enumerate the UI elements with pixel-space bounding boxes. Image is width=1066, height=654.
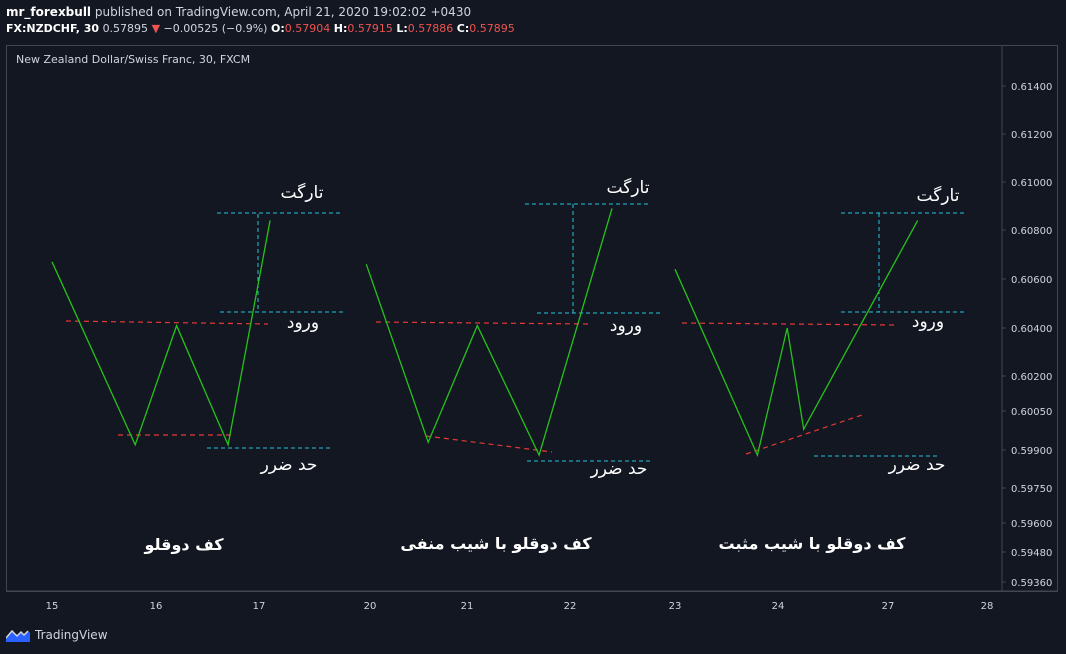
down-arrow-icon: ▼ xyxy=(151,22,161,35)
lows-trendline-dashed xyxy=(425,435,553,453)
price-tick-label: 0.59480 xyxy=(1011,548,1052,559)
high-value: 0.57915 xyxy=(347,22,393,35)
footer-brand[interactable]: TradingView xyxy=(35,628,108,642)
publish-info: mr_forexbull published on TradingView.co… xyxy=(6,3,1060,21)
price-tick-label: 0.59750 xyxy=(1011,484,1052,495)
time-tick-label: 17 xyxy=(253,601,266,612)
entry-label: ورود xyxy=(610,316,642,336)
price-tick-label: 0.60200 xyxy=(1011,372,1052,383)
chart-header: mr_forexbull published on TradingView.co… xyxy=(6,3,1060,39)
time-tick-label: 24 xyxy=(772,601,785,612)
high-label: H: xyxy=(333,22,348,35)
pattern-name-label: کف دوقلو با شیب منفی xyxy=(400,534,592,553)
target-label: تارگت xyxy=(281,182,324,203)
chart-title: New Zealand Dollar/Swiss Franc, 30, FXCM xyxy=(16,53,251,66)
pattern-zigzag-line[interactable] xyxy=(51,220,271,448)
target-label: تارگت xyxy=(917,185,960,206)
time-tick-label: 16 xyxy=(150,601,163,612)
time-tick-label: 23 xyxy=(669,601,682,612)
neckline-dashed xyxy=(681,322,897,326)
tradingview-logo-icon[interactable] xyxy=(6,628,30,642)
time-tick-label: 21 xyxy=(461,601,474,612)
pattern-name-label: کف دوقلو xyxy=(143,535,224,554)
price-tick-label: 0.60600 xyxy=(1011,275,1052,286)
price-tick-label: 0.59600 xyxy=(1011,519,1052,530)
pattern-zigzag-line[interactable] xyxy=(674,220,919,458)
price-tick-label: 0.60800 xyxy=(1011,226,1052,237)
time-tick-label: 15 xyxy=(46,601,59,612)
time-tick-label: 20 xyxy=(364,601,377,612)
entry-label: ورود xyxy=(912,312,944,332)
low-value: 0.57886 xyxy=(407,22,454,35)
neckline-dashed xyxy=(375,321,591,325)
target-label: تارگت xyxy=(607,177,650,198)
price-tick-label: 0.61000 xyxy=(1011,178,1052,189)
price-tick-label: 0.61400 xyxy=(1011,82,1052,93)
time-tick-label: 28 xyxy=(981,601,994,612)
footer: TradingView xyxy=(6,624,108,646)
price-change: −0.00525 (−0.9%) xyxy=(163,22,268,35)
price-tick-label: 0.61200 xyxy=(1011,130,1052,141)
pattern-zigzag-line[interactable] xyxy=(365,208,613,457)
price-tick-label: 0.60050 xyxy=(1011,407,1052,418)
neckline-dashed xyxy=(65,320,269,325)
stop-loss-label: حد ضرر xyxy=(888,455,946,475)
price-tick-label: 0.59900 xyxy=(1011,446,1052,457)
price-tick-label: 0.60400 xyxy=(1011,324,1052,335)
open-label: O: xyxy=(270,22,285,35)
publish-text: published on TradingView.com, April 21, … xyxy=(94,5,472,19)
symbol-name[interactable]: FX:NZDCHF, 30 xyxy=(6,22,100,35)
close-label: C: xyxy=(456,22,470,35)
low-label: L: xyxy=(396,22,408,35)
time-tick-label: 22 xyxy=(564,601,577,612)
price-tick-label: 0.59360 xyxy=(1011,578,1052,589)
stop-loss-label: حد ضرر xyxy=(260,455,318,475)
lows-trendline-dashed xyxy=(745,414,863,455)
pattern-name-label: کف دوقلو با شیب مثبت xyxy=(719,534,907,553)
entry-label: ورود xyxy=(287,313,319,333)
open-value: 0.57904 xyxy=(284,22,331,35)
ohlc-legend: FX:NZDCHF, 30 0.57895 ▼ −0.00525 (−0.9%)… xyxy=(6,21,1060,37)
author-name[interactable]: mr_forexbull xyxy=(6,5,92,19)
last-price: 0.57895 xyxy=(102,22,149,35)
time-tick-label: 27 xyxy=(882,601,895,612)
close-value: 0.57895 xyxy=(469,22,515,35)
stop-loss-label: حد ضرر xyxy=(590,459,648,479)
